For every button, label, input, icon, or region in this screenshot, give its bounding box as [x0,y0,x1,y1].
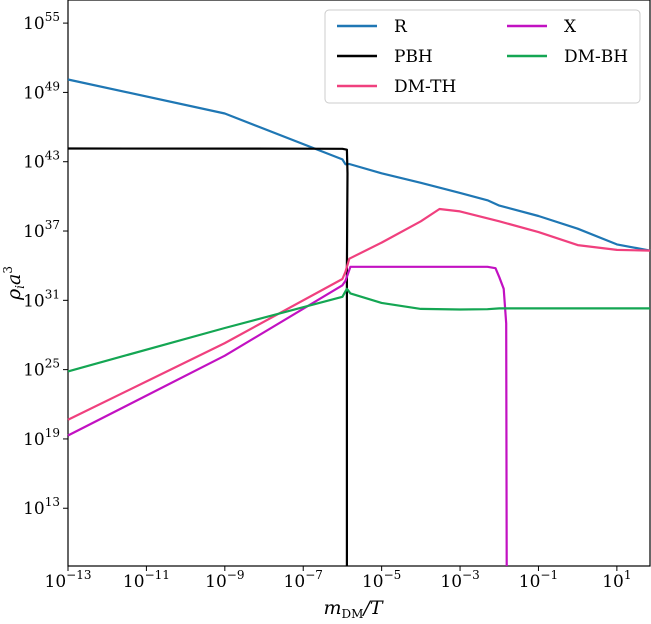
x-axis-label: mDM/T [323,597,383,621]
x-tick-label: 10−5 [362,568,401,592]
y-tick-label: 1031 [23,287,60,311]
y-tick-label: 1055 [23,10,60,34]
series-line-x [67,265,508,567]
series-layer [67,78,651,567]
y-tick-label: 1019 [23,426,60,450]
y-axis-label: ρia3 [1,266,27,301]
legend-label-dm-th: DM-TH [394,77,456,97]
y-tick-label: 1043 [23,149,60,173]
series-line-dm-bh [67,287,650,373]
x-tick-label: 10−13 [45,568,92,592]
x-tick-label: 10−11 [123,568,170,592]
y-tick-label: 1049 [23,79,60,103]
legend-label-pbh: PBH [394,47,433,67]
x-tick-label: 10−7 [284,568,323,592]
legend: R PBH DM-TH X DM-BH [324,9,641,104]
legend-label-r: R [394,17,408,37]
plot-frame [67,0,651,567]
legend-label-x: X [564,17,577,37]
x-tick-label: 101 [602,568,631,592]
y-tick-label: 1037 [23,218,60,242]
legend-box [324,9,641,104]
legend-label-dm-bh: DM-BH [564,47,628,67]
tick-layer: 10−13 10−11 10−9 10−7 10−5 10−3 10−1 101 1013 101… [23,10,631,592]
series-line-r [67,78,651,252]
x-tick-label: 10−1 [519,568,558,592]
series-line-dm-th [67,207,651,421]
y-tick-label: 1025 [23,357,60,381]
x-tick-label: 10−3 [440,568,479,592]
y-tick-label: 1013 [23,495,60,519]
series-line-pbh [67,147,349,566]
x-tick-label: 10−9 [205,568,244,592]
